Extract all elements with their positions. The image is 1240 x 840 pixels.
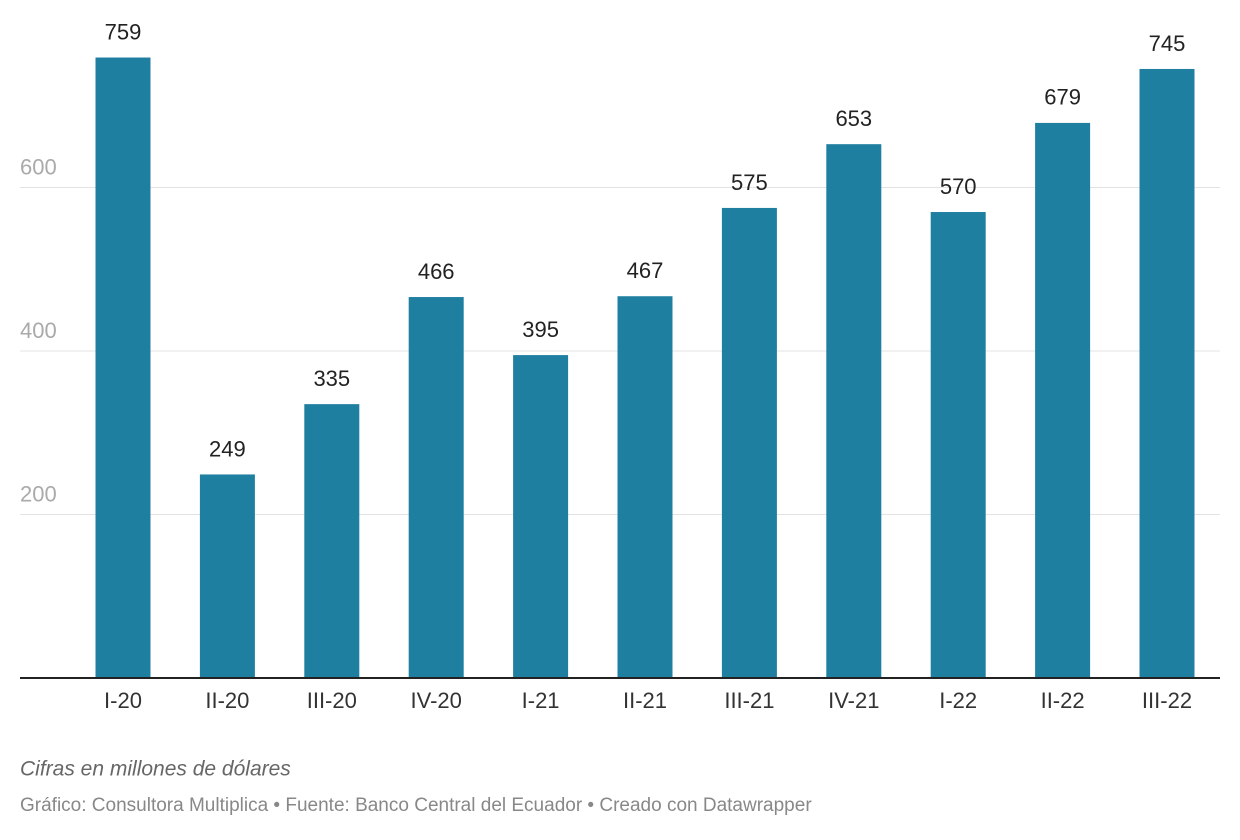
x-tick-label: IV-21 [828,688,879,713]
bar [1035,122,1091,679]
bar [930,212,986,678]
bar [304,404,360,678]
y-tick-label: 600 [20,154,57,179]
x-tick-label: III-21 [724,688,774,713]
bar [617,296,673,678]
x-tick-label: III-20 [307,688,357,713]
y-tick-label: 400 [20,318,57,343]
value-label: 759 [105,19,142,44]
value-label: 335 [313,366,350,391]
bar [513,355,569,678]
value-label: 466 [418,259,455,284]
value-label: 575 [731,170,768,195]
value-label: 467 [627,258,664,283]
x-tick-label: II-21 [623,688,667,713]
x-tick-label: II-22 [1041,688,1085,713]
value-label: 570 [940,174,977,199]
bar [199,474,255,678]
x-tick-label: III-22 [1142,688,1192,713]
value-label: 745 [1149,31,1186,56]
chart-source: Gráfico: Consultora Multiplica • Fuente:… [20,795,812,816]
bar [95,57,151,678]
value-label: 653 [835,106,872,131]
bar [826,144,882,679]
x-tick-label: I-22 [939,688,977,713]
chart-note: Cifras en millones de dólares [20,758,291,781]
x-tick-label: I-21 [522,688,560,713]
value-label: 679 [1044,85,1081,110]
x-tick-label: I-20 [104,688,142,713]
bar [1139,68,1195,678]
bar [408,297,464,678]
value-label: 395 [522,317,559,342]
x-tick-label: IV-20 [411,688,462,713]
x-tick-label: II-20 [205,688,249,713]
bar [721,207,777,678]
value-label: 249 [209,436,246,461]
y-tick-label: 200 [20,481,57,506]
